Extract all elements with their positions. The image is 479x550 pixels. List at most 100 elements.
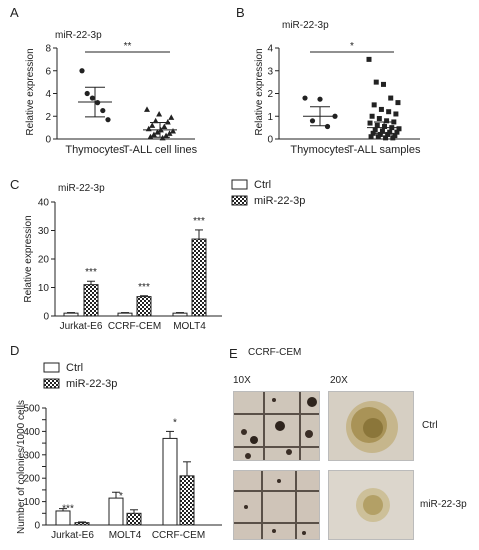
panel-e-col-label-10x: 10X [233, 375, 251, 386]
panel-b-point [378, 106, 384, 112]
panel-a-y-axis-label: Relative expression [25, 48, 36, 135]
panel-b-point [375, 134, 381, 140]
panel-c-x-tick-label: CCRF-CEM [108, 321, 161, 332]
micrograph-mir-10x-image [234, 471, 319, 539]
panel-b-point [380, 81, 386, 87]
panel-d-bar-ctrl [55, 510, 71, 526]
micrograph-ctrl-20x [328, 391, 414, 461]
panel-d-legend-swatch [43, 378, 60, 389]
panel-a-point [163, 132, 170, 139]
panel-a-point [161, 123, 168, 129]
panel-b-point [374, 122, 380, 128]
panel-d-legend-label: miR-22-3p [66, 378, 117, 390]
panel-b-point [367, 120, 373, 126]
panel-c-y-tick-label: 10 [38, 283, 50, 294]
panel-d-significance: *** [62, 503, 74, 514]
panel-b-y-tick-label: 4 [267, 44, 273, 55]
panel-a-title: miR-22-3p [55, 30, 102, 41]
panel-b-point [379, 128, 385, 134]
panel-b-point [370, 130, 376, 136]
panel-d-bar-mir [179, 475, 195, 526]
panel-a-point [147, 133, 154, 140]
panel-d-legend-swatch [43, 362, 60, 373]
panel-c-significance: *** [85, 267, 97, 278]
panel-a-point [166, 130, 173, 136]
panel-a-point [164, 118, 171, 125]
panel-b-title: miR-22-3p [282, 20, 329, 31]
panel-letter-d: D [10, 343, 19, 358]
micrograph-ctrl-10x [233, 391, 320, 461]
panel-a-point [89, 95, 95, 101]
panel-d-legend-label: Ctrl [66, 362, 83, 374]
panel-b-point [302, 95, 308, 101]
panel-a-point [84, 90, 90, 97]
panel-b-y-tick-label: 0 [267, 135, 273, 146]
panel-c-x-tick-label: MOLT4 [173, 321, 206, 332]
panel-b-point [376, 116, 382, 122]
micrograph-mir-20x-image [329, 471, 413, 539]
panel-letter-a: A [10, 5, 19, 20]
panel-c-y-tick-label: 0 [43, 312, 49, 323]
panel-e-col-label-20x: 20X [330, 375, 348, 386]
panel-a-point [168, 114, 175, 120]
panel-c-bar-ctrl [63, 312, 79, 317]
panel-e-row-label-ctrl: Ctrl [422, 420, 438, 431]
panel-d-y-tick-label: 400 [23, 427, 40, 438]
panel-a-significance: ** [124, 41, 132, 52]
panel-a-point [95, 100, 101, 106]
panel-e-title: CCRF-CEM [248, 347, 302, 358]
panel-a-y-tick-label: 2 [45, 112, 51, 123]
micrograph-ctrl-20x-image [329, 392, 413, 460]
panel-b-point [368, 134, 374, 140]
panel-b-point [388, 95, 394, 101]
panel-d-x-tick-label: Jurkat-E6 [51, 530, 94, 541]
panel-d-y-tick-label: 0 [34, 521, 40, 532]
panel-b-point [384, 118, 390, 124]
panel-a-point [144, 106, 150, 112]
panel-b-point [369, 113, 375, 119]
panel-d-bar-mir [126, 512, 142, 526]
panel-b-point [372, 127, 378, 133]
panel-b-point [317, 96, 323, 102]
panel-d-bar-mir [74, 522, 90, 526]
micrograph-mir-10x [233, 470, 320, 540]
panel-a-point [149, 122, 156, 128]
panel-b-x-tick-label: T-ALL samples [348, 144, 421, 156]
panel-a-x-tick-label: Thymocytes [65, 144, 125, 156]
panel-c-x-tick-label: Jurkat-E6 [60, 321, 103, 332]
panel-a-point [105, 117, 111, 123]
panel-d-significance: * [119, 491, 123, 502]
panel-b-point [385, 131, 391, 137]
panel-d-y-axis-label: Number of colonies/1000 cells [16, 400, 27, 534]
panel-c-bar-mir [83, 284, 99, 317]
panel-d-y-tick-label: 300 [23, 450, 40, 461]
panel-c-legend-swatch [231, 195, 248, 206]
panel-a-point [79, 68, 85, 74]
panel-b-y-tick-label: 1 [267, 112, 273, 123]
panel-a-point [150, 131, 157, 137]
panel-d-x-tick-label: CCRF-CEM [152, 530, 205, 541]
panel-b-y-tick-label: 2 [267, 89, 273, 100]
panel-a-y-tick-label: 8 [45, 44, 51, 55]
panel-b-point [393, 111, 399, 117]
panel-b-point [390, 135, 396, 141]
panel-b-point [395, 100, 401, 106]
panel-a-y-tick-label: 6 [45, 66, 51, 77]
panel-b-point [386, 109, 392, 115]
panel-b-x-tick-label: Thymocytes [290, 144, 350, 156]
panel-c-title: miR-22-3p [58, 183, 105, 194]
panel-a-point [154, 129, 161, 135]
panel-c-y-tick-label: 30 [38, 226, 50, 237]
panel-e-letter: E [229, 346, 238, 361]
panel-c-significance: *** [193, 216, 205, 227]
panel-d-significance: * [173, 417, 177, 428]
panel-b-point [396, 126, 402, 132]
panel-b-point [371, 102, 377, 108]
panel-c-y-tick-label: 40 [38, 198, 50, 209]
panel-b-y-axis-label: Relative expression [254, 48, 265, 135]
micrograph-mir-20x [328, 470, 414, 540]
panel-c-legend-label: Ctrl [254, 179, 271, 191]
panel-b-point [324, 123, 331, 130]
panel-c-bar-ctrl [172, 312, 188, 317]
